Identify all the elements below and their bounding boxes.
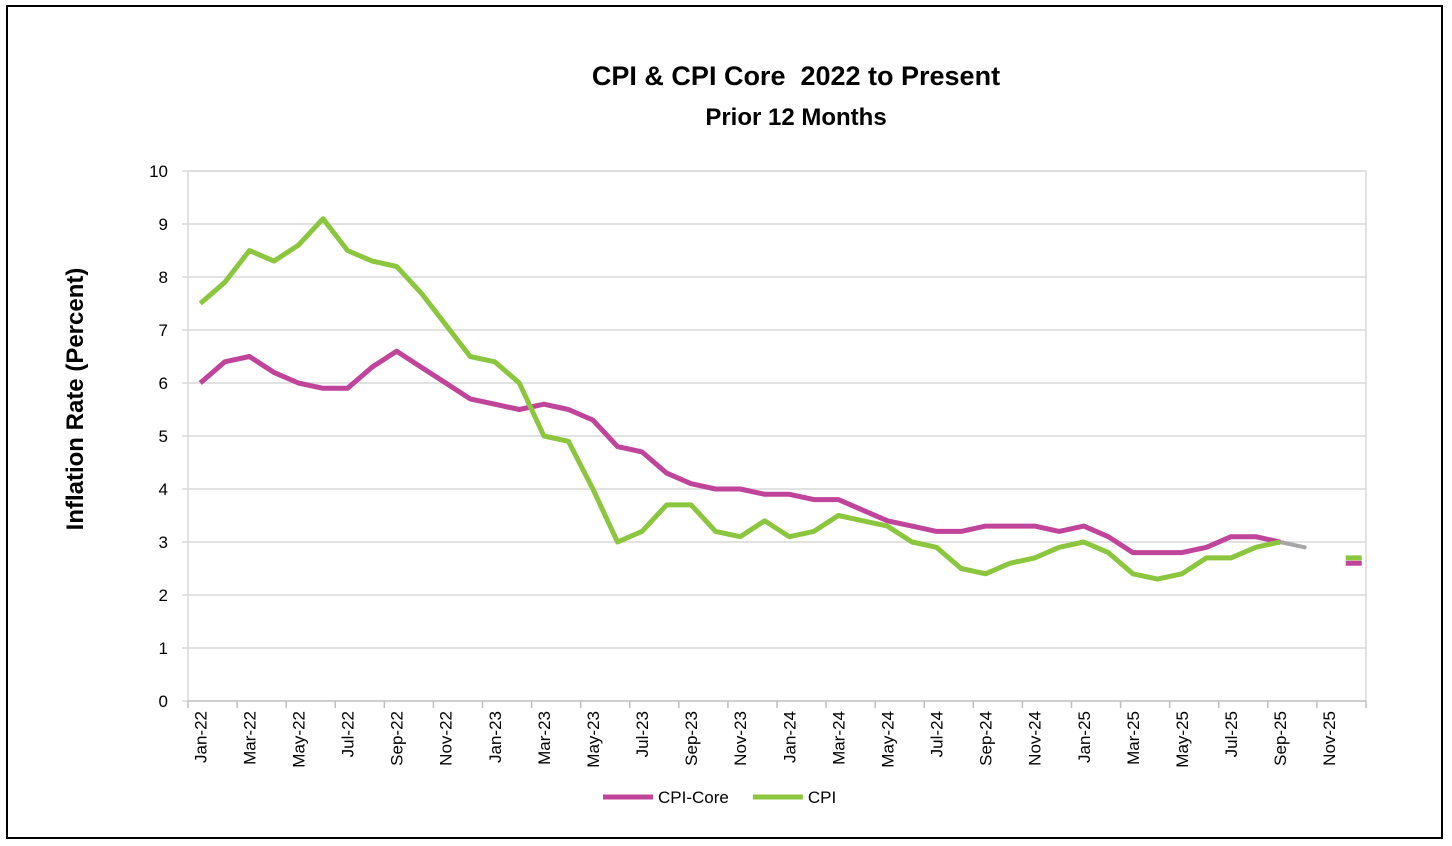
x-tick-label-Jan-25: Jan-25: [1075, 711, 1094, 763]
x-tick-label-Jan-23: Jan-23: [486, 711, 505, 763]
series-line-cpi: [198, 216, 1281, 582]
x-tick-label-Nov-23: Nov-23: [731, 711, 750, 766]
x-tick-label-Mar-22: Mar-22: [240, 711, 259, 765]
y-tick-label-2: 2: [159, 586, 168, 605]
line-chart: CPI & CPI Core 2022 to Present Prior 12 …: [62, 61, 1367, 807]
y-tick-label-8: 8: [159, 268, 168, 287]
chart-title: CPI & CPI Core 2022 to Present: [592, 61, 1000, 91]
legend-label-cpi: CPI: [808, 788, 836, 807]
gridlines: [188, 170, 1367, 701]
y-tick-label-7: 7: [159, 321, 168, 340]
gap-connector-line: [1278, 540, 1307, 550]
x-tick-label-Jan-22: Jan-22: [191, 711, 210, 763]
x-tick-label-Sep-23: Sep-23: [682, 711, 701, 766]
x-tick-label-Mar-24: Mar-24: [829, 711, 848, 765]
y-tick-label-1: 1: [159, 639, 168, 658]
x-tick-label-Sep-22: Sep-22: [388, 711, 407, 766]
series-line-cpi-core: [198, 348, 1281, 556]
x-tick-label-Nov-24: Nov-24: [1026, 711, 1045, 766]
legend-label-cpi-core: CPI-Core: [658, 788, 729, 807]
x-tick-label-Jul-25: Jul-25: [1222, 711, 1241, 757]
legend: CPI-Core CPI: [603, 788, 836, 807]
x-tick-label-Nov-25: Nov-25: [1320, 711, 1339, 766]
x-tick-labels: Jan-22 Mar-22 May-22 Jul-22 Sep-22 Nov-22 Jan-…: [191, 711, 1339, 768]
y-tick-label-10: 10: [149, 162, 168, 181]
x-tick-label-Sep-24: Sep-24: [977, 711, 996, 766]
axes: [182, 170, 1367, 708]
series-lines: [198, 216, 1362, 582]
y-tick-label-4: 4: [159, 480, 168, 499]
y-axis-label: Inflation Rate (Percent): [62, 268, 89, 531]
x-tick-label-May-25: May-25: [1173, 711, 1192, 768]
y-tick-label-6: 6: [159, 374, 168, 393]
x-tick-label-May-23: May-23: [584, 711, 603, 768]
y-tick-label-9: 9: [159, 215, 168, 234]
chart-subtitle: Prior 12 Months: [705, 104, 886, 131]
y-tick-label-0: 0: [159, 692, 168, 711]
x-tick-label-Jul-23: Jul-23: [633, 711, 652, 757]
x-tick-label-Mar-23: Mar-23: [535, 711, 554, 765]
x-tick-label-Jul-24: Jul-24: [928, 711, 947, 757]
x-tick-label-Mar-25: Mar-25: [1124, 711, 1143, 765]
y-tick-label-5: 5: [159, 427, 168, 446]
x-tick-label-Sep-25: Sep-25: [1271, 711, 1290, 766]
x-tick-label-May-22: May-22: [289, 711, 308, 768]
x-tick-label-Jan-24: Jan-24: [780, 711, 799, 763]
y-tick-labels: 0 1 2 3 4 5 6 7 8 9 10: [149, 162, 168, 711]
chart-frame: CPI & CPI Core 2022 to Present Prior 12 …: [6, 5, 1443, 839]
y-tick-label-3: 3: [159, 533, 168, 552]
x-tick-label-May-24: May-24: [878, 711, 897, 768]
x-tick-label-Jul-22: Jul-22: [339, 711, 358, 757]
x-tick-label-Nov-22: Nov-22: [437, 711, 456, 766]
